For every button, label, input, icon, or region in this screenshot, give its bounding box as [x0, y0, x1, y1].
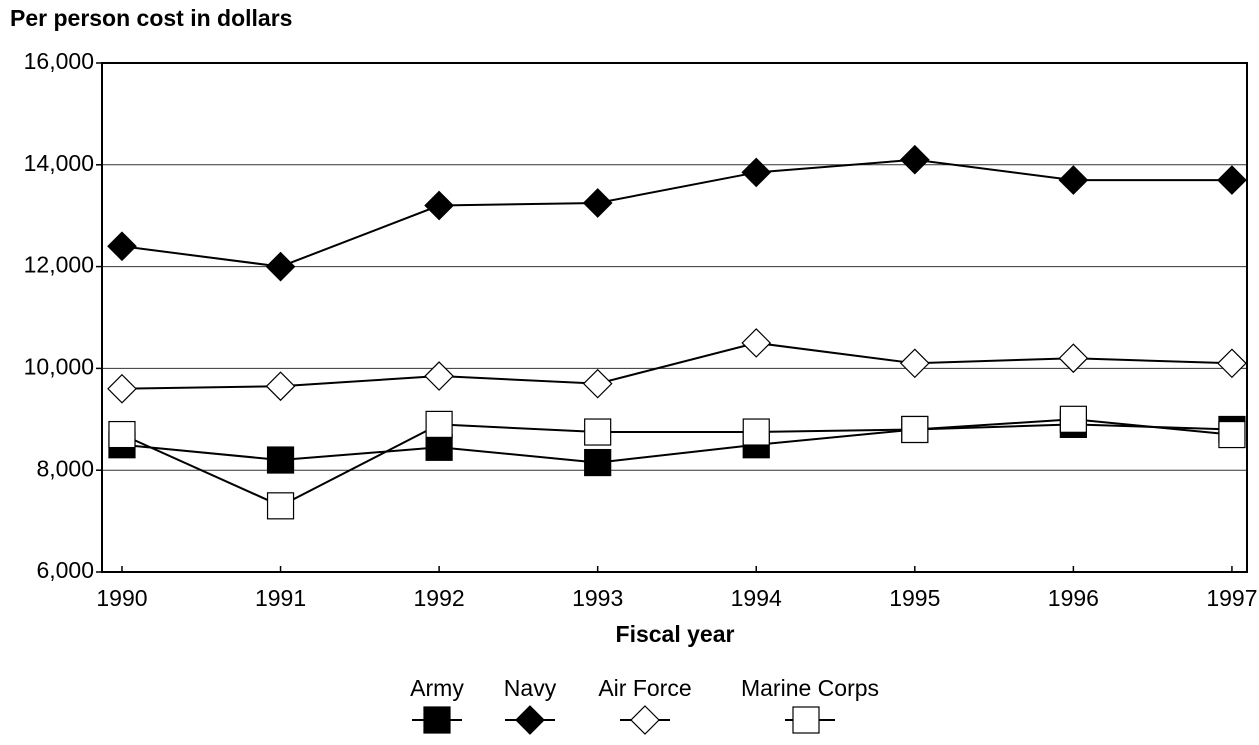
- marker: [1217, 348, 1247, 379]
- plot-frame: [101, 62, 1248, 573]
- marker: [107, 231, 137, 262]
- legend-marker: [792, 706, 820, 734]
- marker: [582, 188, 613, 218]
- marker: [266, 492, 295, 520]
- marker: [1218, 420, 1246, 449]
- y-tick-label: 14,000: [24, 150, 94, 176]
- legend-marker: [423, 706, 451, 734]
- series-line: [121, 341, 1232, 390]
- x-tick-label: 1996: [1048, 585, 1099, 611]
- legend-marker: [630, 705, 660, 735]
- legend-label: Air Force: [598, 675, 691, 701]
- marker: [424, 190, 454, 221]
- marker: [899, 144, 930, 175]
- x-tick-label: 1993: [572, 585, 623, 611]
- series-line: [121, 158, 1232, 268]
- legend-label: Navy: [504, 675, 557, 701]
- series-line: [121, 418, 1233, 507]
- marker: [1058, 165, 1089, 195]
- legend-label: Army: [410, 675, 464, 701]
- chart-title: Per person cost in dollars: [10, 5, 292, 31]
- x-tick-label: 1991: [255, 585, 306, 611]
- marker: [1217, 165, 1247, 195]
- x-axis-label: Fiscal year: [616, 621, 735, 647]
- marker: [425, 410, 453, 438]
- marker: [425, 433, 453, 461]
- marker: [265, 251, 296, 282]
- y-tick-label: 16,000: [24, 48, 94, 74]
- series-line: [121, 423, 1232, 464]
- y-tick-label: 8,000: [36, 455, 94, 481]
- marker: [1059, 405, 1087, 433]
- marker: [584, 418, 612, 446]
- x-tick-label: 1994: [731, 585, 782, 611]
- x-tick-label: 1992: [414, 585, 465, 611]
- y-tick-label: 6,000: [36, 557, 94, 583]
- x-tick-label: 1990: [96, 585, 147, 611]
- x-tick-label: 1997: [1206, 585, 1257, 611]
- legend-label: Marine Corps: [741, 675, 879, 701]
- marker: [108, 420, 136, 449]
- marker: [424, 361, 454, 391]
- marker: [582, 368, 613, 399]
- marker: [266, 446, 295, 474]
- marker: [107, 373, 137, 404]
- y-tick-label: 12,000: [24, 252, 94, 278]
- marker: [265, 371, 296, 402]
- x-tick-label: 1995: [889, 585, 940, 611]
- marker: [742, 418, 770, 446]
- marker: [901, 415, 929, 444]
- legend-marker: [515, 705, 545, 735]
- y-tick-label: 10,000: [24, 353, 94, 379]
- marker: [584, 448, 612, 477]
- marker: [1058, 343, 1089, 374]
- marker: [899, 348, 930, 379]
- marker: [741, 157, 772, 188]
- marker: [741, 328, 772, 358]
